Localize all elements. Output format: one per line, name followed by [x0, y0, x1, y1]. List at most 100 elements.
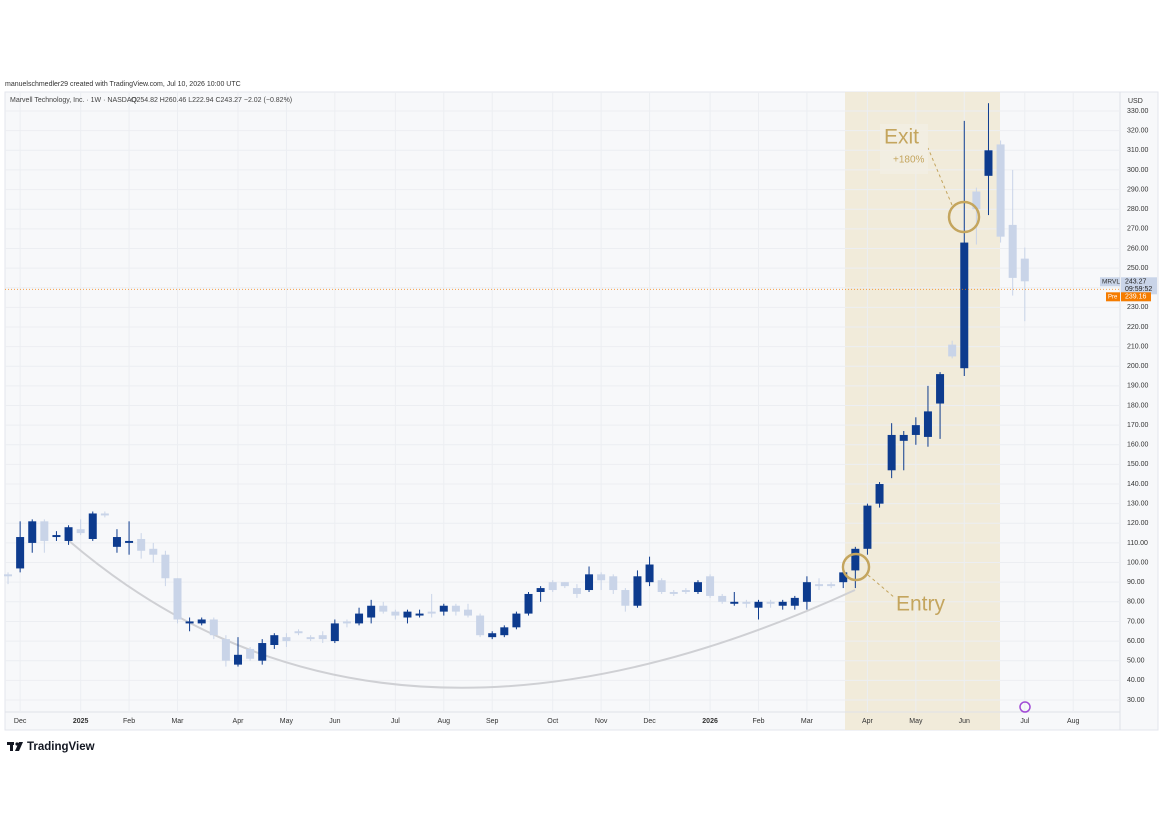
x-tick-label: Dec [14, 718, 27, 725]
y-tick-label: 270.00 [1127, 226, 1149, 233]
symbol-tag-label: MRVL [1102, 279, 1120, 286]
y-tick-label: 130.00 [1127, 501, 1149, 508]
y-tick-label: 60.00 [1127, 638, 1145, 645]
candle-body [112, 537, 121, 547]
candle-body [282, 637, 291, 642]
gain-label: +180% [893, 155, 925, 166]
premarket-name: Pre [1108, 294, 1118, 300]
x-tick-label: Apr [862, 718, 874, 725]
x-tick-label: Jul [1020, 718, 1029, 725]
y-tick-label: 260.00 [1127, 245, 1149, 252]
candle-body [149, 548, 158, 555]
exit-circle [947, 200, 981, 234]
symbol-title: Marvell Technology, Inc. · 1W · NASDAQ [10, 97, 138, 104]
candle-body [827, 584, 836, 587]
y-tick-label: 250.00 [1127, 265, 1149, 272]
x-tick-label: Oct [547, 718, 558, 725]
entry-label: Entry [896, 593, 946, 616]
candle-body [439, 605, 448, 612]
candle-body [597, 574, 606, 581]
candle-body [936, 374, 945, 404]
x-tick-label: 2026 [702, 718, 718, 725]
x-tick-label: Jun [329, 718, 340, 725]
y-tick-label: 310.00 [1127, 147, 1149, 154]
ohlc-readout: O254.82 H260.46 L222.94 C243.27 −2.02 (−… [131, 97, 292, 104]
cup-curve [67, 539, 856, 689]
candle-body [52, 535, 61, 538]
y-tick-label: 290.00 [1127, 186, 1149, 193]
exit-label: Exit [884, 126, 919, 149]
candle-body [294, 631, 303, 634]
candle-body [899, 434, 908, 441]
x-tick-label: Aug [1067, 718, 1080, 725]
y-tick-label: 320.00 [1127, 128, 1149, 135]
candle-body [234, 654, 243, 665]
candle-body [16, 537, 25, 569]
exit-connector [927, 147, 953, 206]
y-tick-label: 220.00 [1127, 324, 1149, 331]
candle-body [887, 434, 896, 471]
premarket-tag [1121, 292, 1151, 302]
candle-body [488, 633, 497, 638]
countdown-label: 09:59:52 [1125, 286, 1152, 293]
candle-body [984, 150, 993, 176]
candle-body [221, 639, 230, 661]
candle-body [548, 582, 557, 591]
candle-body [137, 538, 146, 551]
candle-body [911, 425, 920, 435]
y-tick-label: 160.00 [1127, 442, 1149, 449]
candle-body [125, 540, 134, 543]
candle-body [64, 527, 73, 541]
candle-body [209, 619, 218, 636]
candle-body [875, 484, 884, 504]
y-tick-label: 280.00 [1127, 206, 1149, 213]
y-tick-label: 110.00 [1127, 540, 1148, 547]
candle-body [645, 564, 654, 583]
candle-body [657, 580, 666, 592]
candle-body [355, 613, 364, 624]
candle-body [693, 582, 702, 592]
logo-shape [15, 742, 23, 751]
candle-body [403, 611, 412, 618]
x-tick-label: Sep [486, 718, 499, 725]
candle-body [161, 554, 170, 579]
y-tick-label: 200.00 [1127, 363, 1149, 370]
y-tick-label: 330.00 [1127, 108, 1149, 115]
x-tick-label: Dec [643, 718, 656, 725]
x-tick-label: Nov [595, 718, 608, 725]
candle-body [742, 601, 751, 604]
candle-body [258, 643, 267, 661]
candle-body [330, 623, 339, 642]
candle-body [948, 344, 957, 357]
y-tick-label: 180.00 [1127, 402, 1149, 409]
candle-body [863, 505, 872, 549]
candle-body [379, 605, 388, 612]
candle-body [476, 615, 485, 636]
y-tick-label: 170.00 [1127, 422, 1149, 429]
y-tick-label: 150.00 [1127, 461, 1149, 468]
brand-name: TradingView [27, 741, 95, 753]
x-tick-label: Apr [233, 718, 245, 725]
candle-body [246, 648, 255, 659]
y-tick-label: 100.00 [1127, 559, 1149, 566]
y-tick-label: 190.00 [1127, 383, 1149, 390]
candle-body [500, 627, 509, 636]
candle-body [342, 621, 351, 624]
event-icon[interactable] [1019, 701, 1031, 713]
logo-shape [10, 742, 13, 751]
x-tick-label: Mar [171, 718, 184, 725]
candle-body [28, 521, 37, 543]
candle-body [996, 144, 1005, 237]
symbol-tag [1100, 277, 1120, 287]
candle-body [415, 613, 424, 616]
candle-body [730, 601, 739, 604]
candle-body [815, 584, 824, 587]
y-tick-label: 80.00 [1127, 599, 1145, 606]
candle-body [512, 613, 521, 628]
candle-body [923, 411, 932, 437]
candle-body [851, 548, 860, 571]
y-tick-label: 70.00 [1127, 618, 1145, 625]
candle-body [536, 588, 545, 592]
